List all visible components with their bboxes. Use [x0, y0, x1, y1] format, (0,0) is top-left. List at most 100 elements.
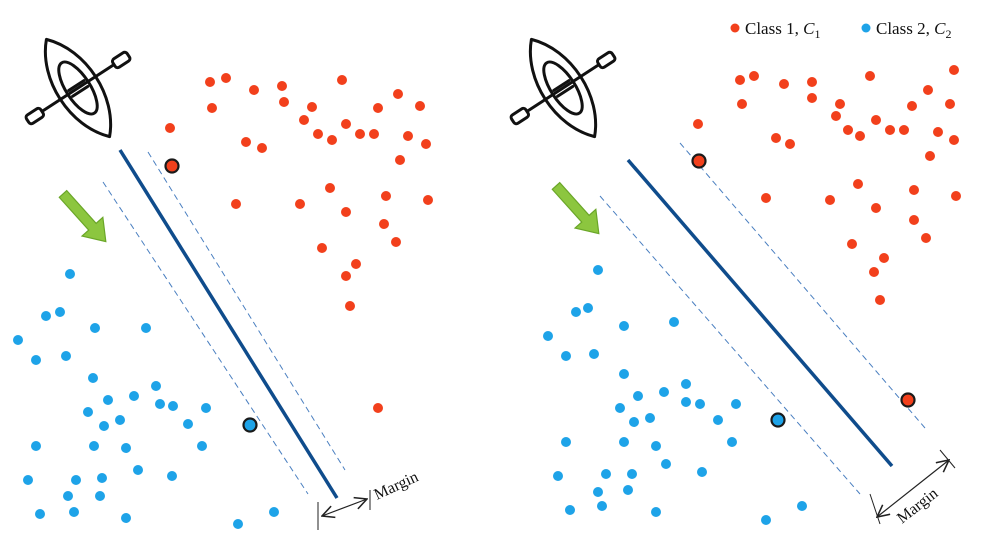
- class2-point: [623, 485, 633, 495]
- class1-point: [869, 267, 879, 277]
- class2-point: [23, 475, 33, 485]
- legend-class1-subscript: 1: [814, 27, 820, 41]
- class2-point: [561, 351, 571, 361]
- class1-point: [949, 135, 959, 145]
- class1-point: [825, 195, 835, 205]
- left-data-points: [13, 73, 433, 529]
- margin-label: Margin: [372, 468, 422, 503]
- class1-point: [221, 73, 231, 83]
- legend-class2-subscript: 2: [945, 27, 951, 41]
- class1-point: [923, 85, 933, 95]
- class2-point: [627, 469, 637, 479]
- class2-point: [83, 407, 93, 417]
- class2-point: [713, 415, 723, 425]
- class2-point: [121, 513, 131, 523]
- class1-point: [379, 219, 389, 229]
- class2-point: [13, 335, 23, 345]
- legend-marker-class2: [861, 23, 871, 33]
- class2-point: [233, 519, 243, 529]
- class1-point: [925, 151, 935, 161]
- class1-point: [341, 119, 351, 129]
- class2-point: [55, 307, 65, 317]
- class1-point: [875, 295, 885, 305]
- class1-point: [951, 191, 961, 201]
- class1-point: [395, 155, 405, 165]
- class2-point: [197, 441, 207, 451]
- class1-point: [373, 103, 383, 113]
- class2-point: [561, 437, 571, 447]
- class1-support-vector: [691, 153, 707, 169]
- class2-point: [61, 351, 71, 361]
- arrow-icon: [551, 181, 600, 235]
- class2-support-vector: [770, 412, 786, 428]
- margin-label: Margin: [894, 485, 941, 527]
- class2-point: [103, 395, 113, 405]
- class1-point: [737, 99, 747, 109]
- class2-point: [35, 509, 45, 519]
- class1-point: [381, 191, 391, 201]
- class2-point: [90, 323, 100, 333]
- legend-class2-text: Class 2,: [876, 19, 934, 38]
- class2-point: [88, 373, 98, 383]
- class2-point: [155, 399, 165, 409]
- decision-boundary: [626, 158, 894, 468]
- class2-point: [651, 507, 661, 517]
- class1-point: [393, 89, 403, 99]
- class2-point: [659, 387, 669, 397]
- class2-point: [201, 403, 211, 413]
- class2-point: [615, 403, 625, 413]
- class1-point: [257, 143, 267, 153]
- class2-point: [141, 323, 151, 333]
- class2-point: [593, 265, 603, 275]
- class2-point: [565, 505, 575, 515]
- class1-point: [835, 99, 845, 109]
- class1-point: [313, 129, 323, 139]
- legend-class2-symbol: C: [934, 19, 946, 38]
- class1-point: [423, 195, 433, 205]
- class1-point: [355, 129, 365, 139]
- class1-point: [771, 133, 781, 143]
- class2-point: [269, 507, 279, 517]
- class2-point: [697, 467, 707, 477]
- class2-point: [727, 437, 737, 447]
- class2-point: [619, 321, 629, 331]
- class1-point: [249, 85, 259, 95]
- class2-point: [97, 473, 107, 483]
- class1-point: [341, 207, 351, 217]
- class2-support-vector: [242, 417, 258, 433]
- class2-point: [601, 469, 611, 479]
- legend-class1-symbol: C: [803, 19, 815, 38]
- arrow-icon: [58, 189, 107, 243]
- class2-point: [661, 459, 671, 469]
- class1-point: [945, 99, 955, 109]
- class2-point: [731, 399, 741, 409]
- class1-point: [807, 93, 817, 103]
- class1-point: [403, 131, 413, 141]
- class2-point: [99, 421, 109, 431]
- class1-point: [843, 125, 853, 135]
- class1-point: [277, 81, 287, 91]
- class1-point: [307, 102, 317, 112]
- class2-point: [681, 397, 691, 407]
- class1-point: [325, 183, 335, 193]
- class2-point: [593, 487, 603, 497]
- class2-point: [121, 443, 131, 453]
- class1-point: [391, 237, 401, 247]
- class1-point: [345, 301, 355, 311]
- class1-point: [909, 215, 919, 225]
- left-panel: Margin: [13, 37, 433, 530]
- class1-point: [879, 253, 889, 263]
- class2-point: [63, 491, 73, 501]
- class1-point: [317, 243, 327, 253]
- class1-point: [855, 131, 865, 141]
- class2-point: [71, 475, 81, 485]
- class1-point: [847, 239, 857, 249]
- class2-point: [761, 515, 771, 525]
- legend-label-class1: Class 1, C1: [745, 19, 820, 41]
- legend-label-class2: Class 2, C2: [876, 19, 951, 41]
- class1-point: [831, 111, 841, 121]
- class2-point: [619, 437, 629, 447]
- class2-point: [629, 417, 639, 427]
- class1-point: [373, 403, 383, 413]
